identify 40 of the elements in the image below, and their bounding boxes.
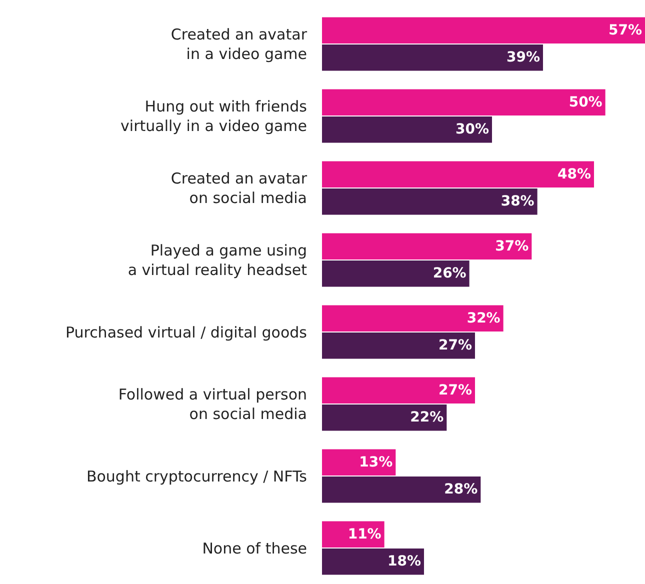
bar xyxy=(322,44,543,71)
data-label: 38% xyxy=(500,194,534,210)
bar xyxy=(322,116,492,143)
data-label: 27% xyxy=(438,338,472,354)
data-label: 50% xyxy=(568,94,602,110)
bar xyxy=(322,89,606,116)
y-tick-label: Created an avatar on social media xyxy=(170,170,308,207)
data-label: 28% xyxy=(444,482,478,498)
data-label: 32% xyxy=(466,310,500,326)
data-label: 48% xyxy=(557,166,591,182)
y-tick-label: Bought cryptocurrency / NFTs xyxy=(86,467,308,486)
bar xyxy=(322,449,396,476)
bar xyxy=(322,404,447,431)
bar xyxy=(322,17,645,44)
data-label: 37% xyxy=(495,238,529,254)
bar xyxy=(322,161,594,188)
data-label: 39% xyxy=(506,50,540,66)
bar xyxy=(322,476,481,503)
data-label: 13% xyxy=(359,454,393,470)
data-label: 26% xyxy=(432,266,466,282)
y-tick-label: Purchased virtual / digital goods xyxy=(65,323,308,342)
data-label: 11% xyxy=(348,526,382,542)
y-tick-label: Played a game using a virtual reality headset xyxy=(128,242,308,279)
data-label: 22% xyxy=(410,410,444,426)
bar xyxy=(322,233,532,260)
y-tick-label: Followed a virtual person on social media xyxy=(118,386,307,423)
bar xyxy=(322,332,475,359)
data-label: 27% xyxy=(438,382,472,398)
bar xyxy=(322,521,384,548)
bar xyxy=(322,188,538,215)
y-tick-label: Hung out with friends virtually in a video game xyxy=(120,98,308,135)
data-label: 57% xyxy=(608,22,642,38)
y-tick-label: Created an avatar in a video game xyxy=(170,26,308,63)
data-label: 18% xyxy=(387,554,421,570)
bar xyxy=(322,260,470,287)
y-tick-label: None of these xyxy=(202,539,307,558)
bar xyxy=(322,305,504,332)
bar xyxy=(322,377,475,404)
bar xyxy=(322,548,424,575)
data-label: 30% xyxy=(455,122,489,138)
